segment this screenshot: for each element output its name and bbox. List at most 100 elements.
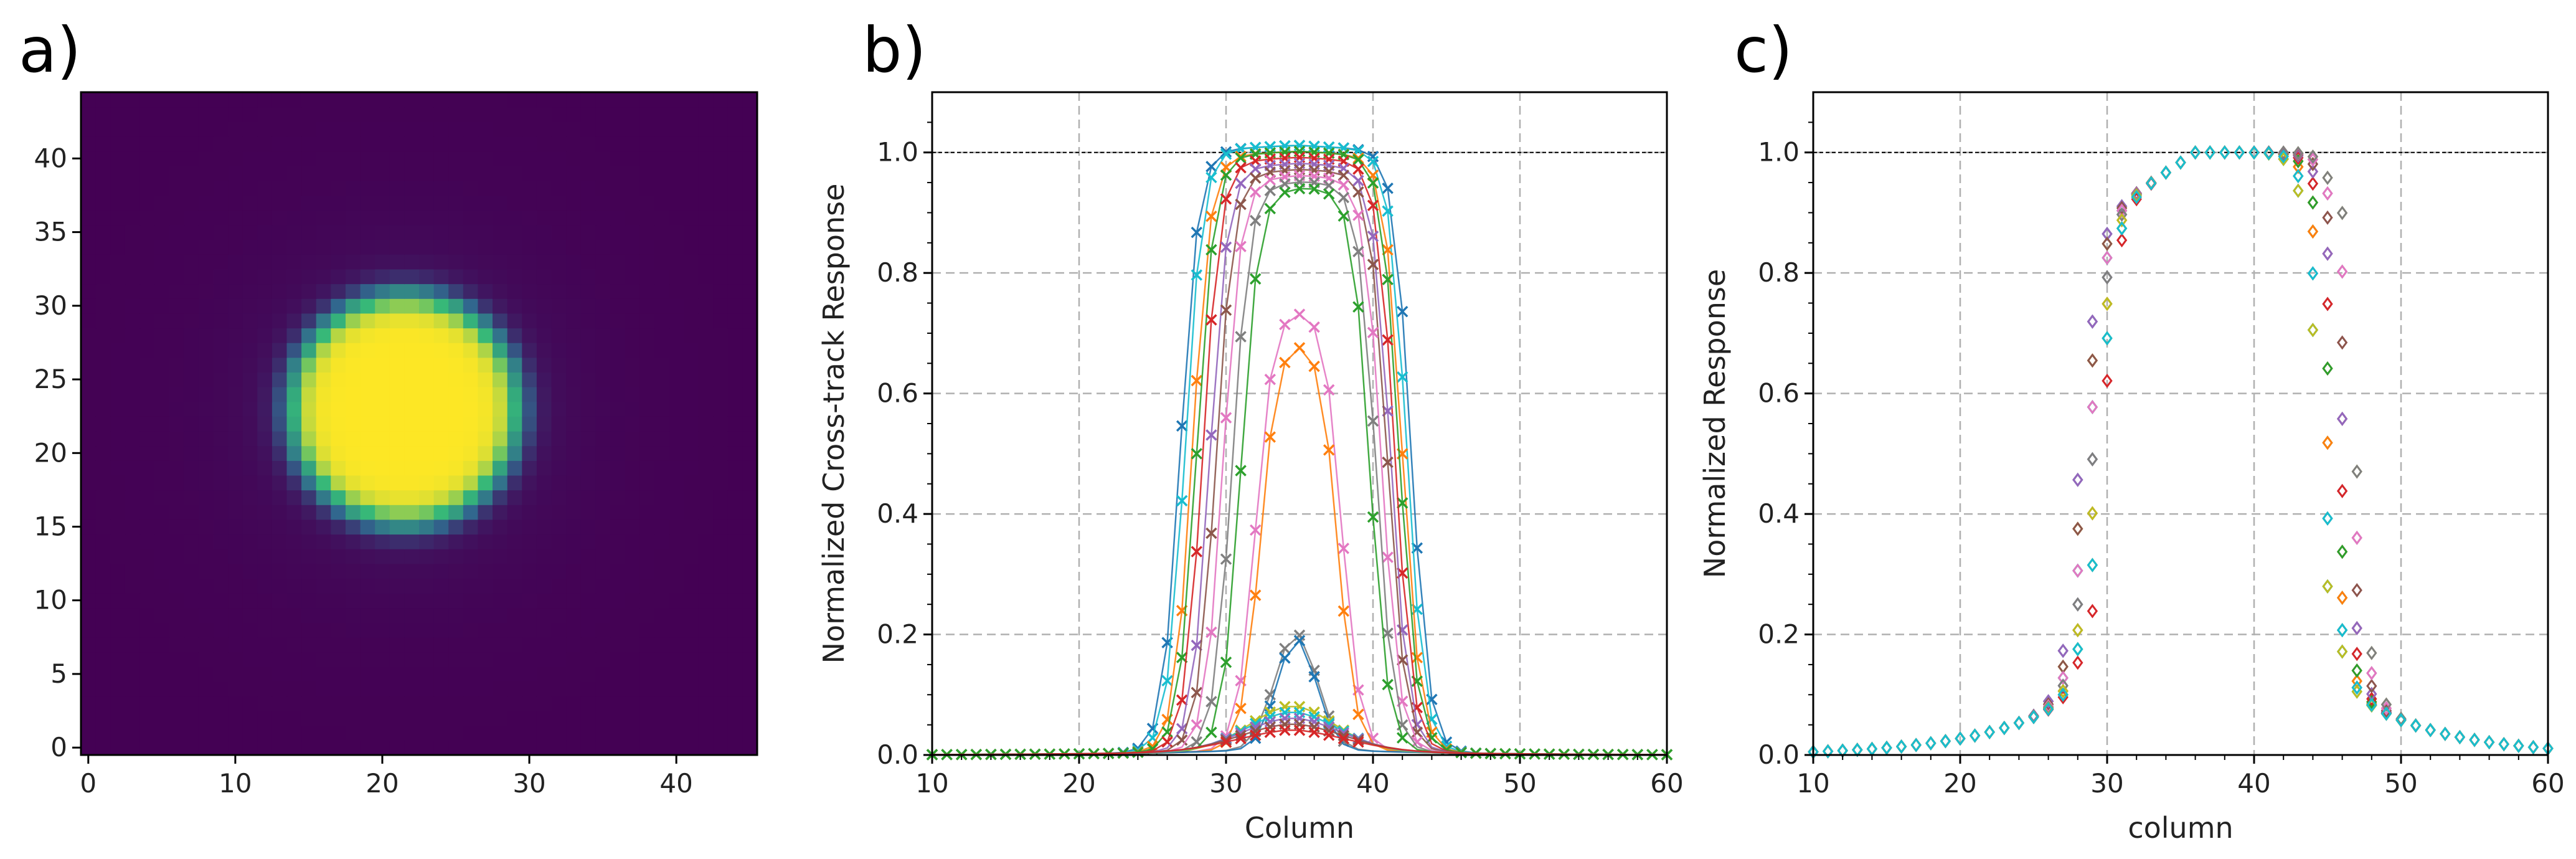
data-point: [1866, 741, 1878, 756]
data-point: [2057, 643, 2069, 658]
heatmap-cell: [198, 681, 214, 697]
series-line: [932, 163, 1668, 756]
heatmap-cell: [389, 239, 405, 255]
heatmap-cell: [184, 254, 199, 270]
data-point: [1940, 734, 1951, 749]
data-point: [2322, 186, 2333, 201]
heatmap-cell: [360, 740, 375, 756]
data-point: [1352, 301, 1364, 313]
heatmap-cell: [286, 667, 302, 682]
data-point: [1895, 739, 1907, 754]
heatmap-cell: [95, 151, 111, 166]
heatmap-cell: [228, 475, 243, 491]
heatmap-cell: [95, 430, 111, 447]
data-point: [2425, 723, 2436, 738]
heatmap-cell: [463, 195, 479, 211]
heatmap-cell: [684, 401, 699, 417]
heatmap-cell: [727, 386, 743, 402]
data-point: [2351, 464, 2362, 479]
heatmap-cell: [448, 475, 464, 491]
heatmap-cell: [81, 224, 97, 240]
heatmap-cell: [698, 239, 714, 255]
heatmap-cell: [81, 195, 97, 211]
heatmap-cell: [110, 298, 126, 314]
heatmap-cell: [566, 372, 582, 387]
data-point: [1852, 743, 1863, 757]
heatmap-cell: [184, 652, 199, 667]
data-point: [2307, 164, 2319, 179]
heatmap-cell: [184, 343, 199, 358]
data-point: [2483, 734, 2495, 749]
heatmap-cell: [360, 121, 375, 137]
heatmap-cell: [742, 592, 758, 609]
heatmap-cell: [169, 725, 185, 741]
data-point: [2307, 164, 2319, 179]
heatmap-cell: [595, 592, 611, 609]
heatmap-cell: [169, 505, 185, 520]
heatmap-cell: [139, 328, 155, 343]
heatmap-cell: [110, 372, 126, 387]
heatmap-cell: [346, 711, 361, 726]
heatmap-cell: [95, 92, 111, 108]
heatmap-cell: [684, 151, 699, 166]
heatmap-cell: [154, 239, 170, 255]
data-point: [2336, 623, 2348, 638]
data-point: [2102, 331, 2113, 346]
heatmap-cell: [331, 92, 346, 108]
series-line: [932, 718, 1667, 756]
heatmap-cell: [566, 180, 582, 196]
data-point: [2440, 726, 2451, 741]
heatmap-cell: [742, 534, 758, 549]
heatmap-cell: [669, 578, 684, 594]
series-path: [932, 346, 1668, 756]
heatmap-cell: [654, 637, 670, 653]
heatmap-cell: [331, 121, 346, 137]
data-point: [2498, 737, 2509, 752]
series-line: [926, 140, 1673, 761]
heatmap-cell: [580, 166, 597, 181]
heatmap-cell: [478, 239, 493, 255]
heatmap-cell: [566, 578, 582, 594]
heatmap-cell: [213, 328, 229, 343]
heatmap-cell: [433, 298, 449, 314]
heatmap-cell: [551, 740, 567, 756]
data-point: [2131, 189, 2142, 204]
heatmap-cell: [375, 343, 390, 358]
data-point: [2351, 530, 2362, 545]
heatmap-cell: [228, 268, 243, 285]
y-tick-label: 0: [50, 732, 67, 762]
data-point: [2322, 361, 2333, 376]
heatmap-cell: [154, 254, 170, 270]
data-point: [2116, 233, 2128, 248]
x-tick-label: 20: [1062, 768, 1095, 799]
data-point: [2469, 733, 2480, 747]
data-point: [1999, 721, 2010, 736]
heatmap-cell: [169, 283, 185, 299]
heatmap-cell: [493, 416, 508, 432]
heatmap-cell: [698, 254, 714, 270]
heatmap-cell: [684, 166, 699, 181]
heatmap-cell: [507, 430, 523, 447]
heatmap-cell: [419, 357, 435, 373]
data-point: [1881, 741, 1892, 756]
heatmap-cell: [389, 592, 405, 609]
heatmap-cell: [169, 151, 185, 166]
data-point: [2469, 733, 2480, 747]
heatmap-cell: [301, 578, 317, 594]
data-point: [1940, 734, 1951, 749]
heatmap-cell: [110, 151, 126, 166]
heatmap-cell: [639, 254, 655, 270]
heatmap-cell: [610, 563, 626, 579]
data-point: [2322, 170, 2333, 185]
scatter-series: [1808, 145, 2554, 759]
heatmap-cell: [433, 445, 449, 461]
data-point: [2425, 723, 2436, 738]
heatmap-cell: [727, 490, 743, 505]
heatmap-cell: [271, 136, 288, 152]
heatmap-cell: [257, 283, 273, 299]
heatmap-cell: [727, 460, 743, 476]
heatmap-cell: [346, 490, 361, 505]
heatmap-cell: [346, 268, 361, 285]
heatmap-cell: [228, 534, 243, 549]
